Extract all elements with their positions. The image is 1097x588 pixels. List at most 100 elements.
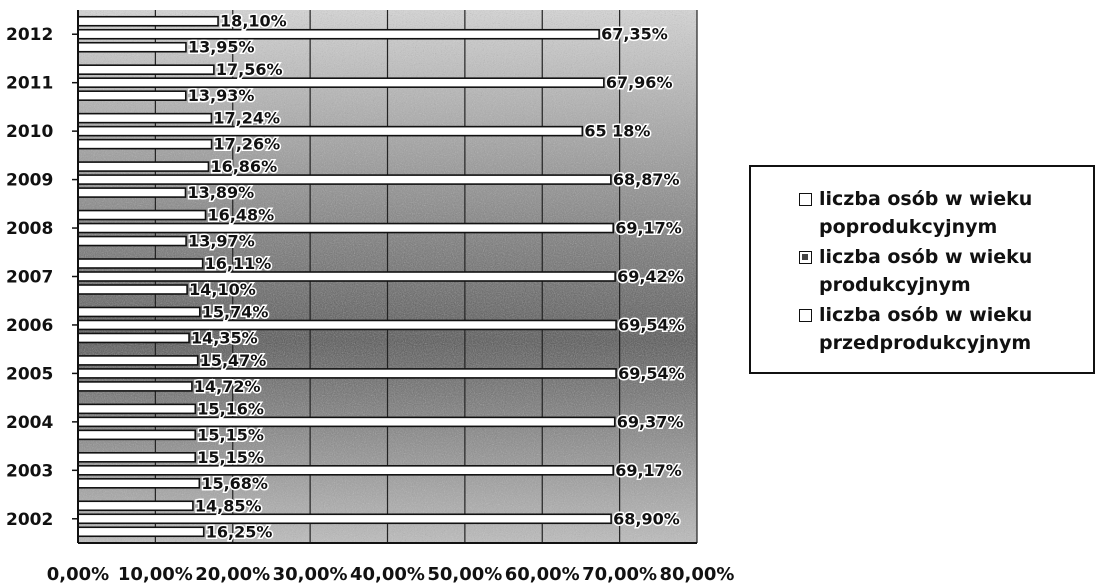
data-label: 16,11%	[205, 254, 272, 273]
data-label: 67,35%	[601, 25, 668, 44]
data-label: 69,42%	[617, 267, 684, 286]
bar	[77, 416, 616, 428]
bar	[77, 355, 199, 366]
bar	[77, 465, 615, 476]
legend-label-line2: przedprodukcyjnym	[819, 332, 1032, 354]
bar	[77, 258, 204, 269]
data-label: 16,48%	[208, 206, 275, 225]
data-label: 69,54%	[618, 364, 685, 383]
data-label: 13,89%	[187, 183, 254, 202]
data-label: 69,17%	[615, 461, 682, 480]
bar	[77, 526, 205, 538]
bar	[77, 161, 210, 172]
data-label: 14,72%	[194, 377, 261, 396]
data-label: 69,17%	[615, 219, 682, 238]
data-label: 14,10%	[189, 280, 256, 299]
legend-swatch-open	[799, 309, 812, 322]
bar	[77, 174, 612, 185]
legend-swatch-filled	[799, 251, 812, 264]
data-label: 15,16%	[197, 399, 264, 418]
data-label: 69,37%	[617, 412, 684, 431]
x-tick-label: 50,00%	[427, 564, 502, 585]
bar	[77, 138, 213, 150]
x-tick-label: 10,00%	[118, 564, 193, 585]
data-label: 15,47%	[200, 351, 267, 370]
bar	[77, 41, 187, 53]
legend-label-line1: liczba osób w wieku	[819, 188, 1033, 210]
x-tick-label: 40,00%	[350, 564, 425, 585]
legend-item-przedprodukcyjny: liczba osób w wieku przedprodukcyjnym	[799, 301, 1089, 357]
data-label: 18,10%	[220, 12, 287, 31]
bar	[77, 222, 615, 234]
y-tick-label: 2011	[6, 74, 53, 94]
y-tick-label: 2005	[6, 364, 53, 384]
data-labels: 14,85% 68,90% 16,25% 15,15% 69,17% 15,68% 15,1…	[186, 10, 686, 543]
bar	[77, 500, 194, 512]
bar	[77, 112, 213, 124]
data-label: 68,87%	[613, 170, 680, 189]
bar	[77, 235, 187, 247]
bar	[77, 513, 612, 525]
x-axis-labels: 0,00% 10,00% 20,00% 30,00% 40,00% 50,00% 60,00…	[47, 564, 735, 585]
data-label: 13,93%	[188, 86, 255, 105]
bar	[77, 209, 207, 221]
x-tick-label: 60,00%	[505, 564, 580, 585]
bar	[77, 271, 616, 282]
y-tick-label: 2009	[6, 171, 53, 191]
bar	[77, 77, 605, 88]
data-label: 13,95%	[188, 38, 255, 57]
data-label: 14,85%	[195, 496, 262, 515]
data-label: 14,35%	[191, 328, 258, 347]
legend-swatch-open	[799, 193, 812, 206]
bar	[77, 284, 188, 295]
data-label: 16,25%	[206, 522, 273, 541]
y-axis-labels: 2002 2003 2004 2005 2006 2007 2008 2009 2010 2011…	[6, 25, 53, 530]
bar	[77, 478, 201, 489]
bar	[77, 429, 197, 441]
legend-label-line2: produkcyjnym	[819, 274, 971, 296]
bar	[77, 319, 617, 331]
y-tick-label: 2008	[6, 219, 53, 239]
data-label: 15,74%	[202, 302, 269, 321]
y-tick-label: 2004	[6, 413, 53, 433]
legend-label-line1: liczba osób w wieku	[819, 304, 1033, 326]
data-label: 68,90%	[613, 509, 680, 528]
legend-label-line1: liczba osób w wieku	[819, 246, 1033, 268]
bar	[77, 403, 197, 415]
data-label: 17,24%	[213, 109, 280, 128]
bar	[77, 125, 584, 137]
data-label: 17,56%	[216, 60, 283, 79]
legend-item-produkcyjny: liczba osób w wieku produkcyjnym	[799, 243, 1089, 299]
y-tick-label: 2006	[6, 316, 53, 336]
data-label: 67,96%	[606, 73, 673, 92]
axes	[72, 10, 697, 544]
y-tick-label: 2002	[6, 510, 53, 530]
data-label: 15,15%	[197, 448, 264, 467]
y-tick-label: 2010	[6, 122, 53, 142]
legend-item-poprodukcyjny: liczba osób w wieku poprodukcyjnym	[799, 185, 1089, 241]
legend-label-line2: poprodukcyjnym	[819, 216, 998, 238]
data-label: 16,86%	[210, 157, 277, 176]
data-label: 15,15%	[197, 425, 264, 444]
x-tick-label: 80,00%	[660, 564, 735, 585]
x-tick-label: 0,00%	[47, 564, 109, 585]
data-label: 13,97%	[188, 232, 255, 251]
bar	[77, 332, 190, 344]
bar	[77, 90, 187, 101]
x-tick-label: 70,00%	[582, 564, 657, 585]
y-tick-label: 2007	[6, 268, 53, 288]
bar	[77, 381, 193, 392]
bar	[77, 368, 617, 379]
bars	[77, 15, 617, 538]
bar	[77, 15, 219, 27]
data-label: 65 18%	[584, 122, 650, 141]
bar	[77, 306, 201, 318]
data-label: 69,54%	[618, 315, 685, 334]
x-tick-label: 30,00%	[273, 564, 348, 585]
y-tick-label: 2003	[6, 461, 53, 481]
data-label: 15,68%	[201, 474, 268, 493]
y-tick-label: 2012	[6, 25, 53, 45]
x-tick-label: 20,00%	[195, 564, 270, 585]
legend: liczba osób w wieku poprodukcyjnym liczb…	[749, 165, 1095, 374]
